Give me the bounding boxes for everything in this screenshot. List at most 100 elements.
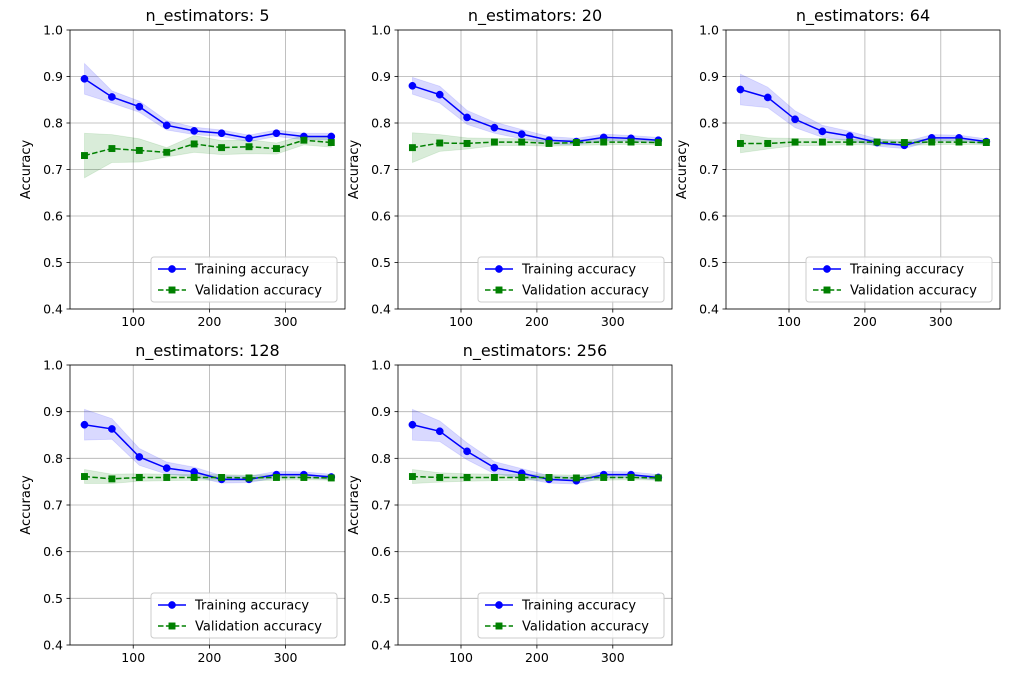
- training-point: [108, 93, 116, 101]
- training-point: [162, 464, 171, 472]
- x-tick-label: 300: [601, 314, 625, 329]
- training-point: [245, 134, 253, 143]
- legend-marker-training: [495, 601, 503, 609]
- validation-point: [108, 145, 116, 153]
- y-tick-label: 0.5: [371, 255, 391, 270]
- validation-point: [108, 475, 116, 483]
- training-point: [463, 447, 471, 456]
- legend-label-training: Training accuracy: [521, 599, 636, 614]
- y-tick-label: 0.6: [371, 544, 391, 559]
- y-tick-label: 0.9: [43, 69, 63, 84]
- y-tick-label: 0.5: [699, 255, 719, 270]
- validation-point: [463, 474, 471, 481]
- legend-box: [150, 592, 338, 639]
- y-tick-label: 0.4: [699, 302, 719, 317]
- legend-box: [150, 256, 338, 303]
- validation-point: [436, 474, 444, 481]
- validation-point: [818, 138, 826, 146]
- validation-point: [572, 139, 580, 146]
- subplot-1: 100 200 300 0.4 0.5 0.6 0.7 0.8 0.9 1.0 n_estimato…: [19, 6, 346, 329]
- y-axis-label: Accuracy: [347, 140, 362, 200]
- x-tick-label: 300: [929, 314, 953, 329]
- confidence-band-training: [84, 408, 332, 484]
- validation-point: [600, 474, 608, 481]
- validation-point: [272, 474, 280, 481]
- training-point: [818, 127, 827, 136]
- y-tick-label: 1.0: [43, 358, 63, 373]
- validation-accuracy-line: [740, 141, 987, 145]
- validation-point: [545, 140, 553, 147]
- x-tick-label: 300: [274, 314, 298, 329]
- legend-box: [805, 256, 993, 303]
- validation-accuracy-line: [412, 475, 659, 479]
- legend-label-validation: Validation accuracy: [522, 284, 649, 299]
- y-tick-label: 0.5: [43, 591, 63, 606]
- validation-point: [545, 474, 553, 481]
- legend-marker-training: [823, 265, 831, 273]
- validation-point: [163, 474, 171, 481]
- legend-marker-validation: [495, 622, 503, 630]
- y-tick-label: 0.7: [43, 498, 63, 513]
- validation-point: [245, 143, 253, 151]
- legend: Training accuracy Validation accuracy: [150, 256, 338, 303]
- training-point: [463, 113, 471, 122]
- subplot-2: 100 200 300 0.4 0.5 0.6 0.7 0.8 0.9 1.0 n_estimato…: [347, 6, 673, 329]
- y-tick-label: 0.8: [371, 451, 391, 466]
- training-point: [327, 132, 336, 141]
- validation-accuracy-line: [84, 475, 332, 480]
- training-point: [162, 121, 171, 130]
- x-tick-label: 300: [601, 650, 625, 665]
- y-axis-label: Accuracy: [347, 475, 362, 535]
- training-accuracy-line: [84, 78, 332, 140]
- validation-point: [900, 139, 908, 146]
- x-tick-label: 100: [777, 314, 801, 329]
- y-tick-label: 0.8: [43, 451, 63, 466]
- validation-point: [955, 138, 963, 146]
- subplot-title: n_estimators: 5: [145, 6, 269, 26]
- subplot-4: 100 200 300 0.4 0.5 0.6 0.7 0.8 0.9 1.0 n_estimato…: [19, 341, 346, 665]
- validation-point: [218, 144, 226, 152]
- validation-point: [873, 138, 881, 146]
- validation-point: [791, 138, 799, 146]
- validation-point: [627, 138, 635, 146]
- validation-point: [190, 474, 198, 481]
- y-tick-label: 0.6: [699, 209, 719, 224]
- validation-point: [764, 140, 772, 147]
- validation-point: [436, 139, 444, 147]
- y-tick-label: 0.6: [43, 544, 63, 559]
- y-axis-label: Accuracy: [19, 475, 34, 535]
- x-tick-label: 100: [121, 314, 145, 329]
- training-point: [135, 102, 144, 111]
- subplot-title: n_estimators: 64: [796, 6, 930, 26]
- validation-point: [163, 148, 171, 156]
- validation-point: [490, 474, 498, 481]
- validation-accuracy-line: [412, 141, 659, 149]
- y-tick-label: 0.4: [43, 638, 63, 653]
- y-tick-label: 0.9: [43, 404, 63, 419]
- legend-label-validation: Validation accuracy: [850, 284, 977, 299]
- legend-marker-validation: [168, 286, 176, 294]
- legend-marker-training: [168, 265, 176, 273]
- y-tick-label: 0.8: [699, 116, 719, 131]
- y-tick-label: 0.5: [371, 591, 391, 606]
- legend-label-training: Training accuracy: [194, 599, 309, 614]
- validation-point: [135, 146, 143, 154]
- y-tick-label: 0.9: [699, 69, 719, 84]
- validation-point: [846, 138, 854, 146]
- training-point: [135, 453, 144, 461]
- training-point: [845, 132, 854, 140]
- y-tick-label: 0.6: [43, 209, 63, 224]
- confidence-band-training: [84, 62, 332, 143]
- training-point: [435, 90, 444, 99]
- validation-point: [300, 136, 308, 144]
- training-point: [217, 129, 226, 138]
- validation-point: [135, 474, 143, 481]
- validation-point: [518, 474, 526, 481]
- validation-point: [272, 145, 280, 153]
- y-tick-label: 0.7: [371, 498, 391, 513]
- training-accuracy-line: [412, 85, 659, 143]
- subplot-5: 100 200 300 0.4 0.5 0.6 0.7 0.8 0.9 1.0 n_estimato…: [347, 341, 673, 665]
- validation-point: [408, 144, 416, 152]
- legend-box: [477, 592, 665, 639]
